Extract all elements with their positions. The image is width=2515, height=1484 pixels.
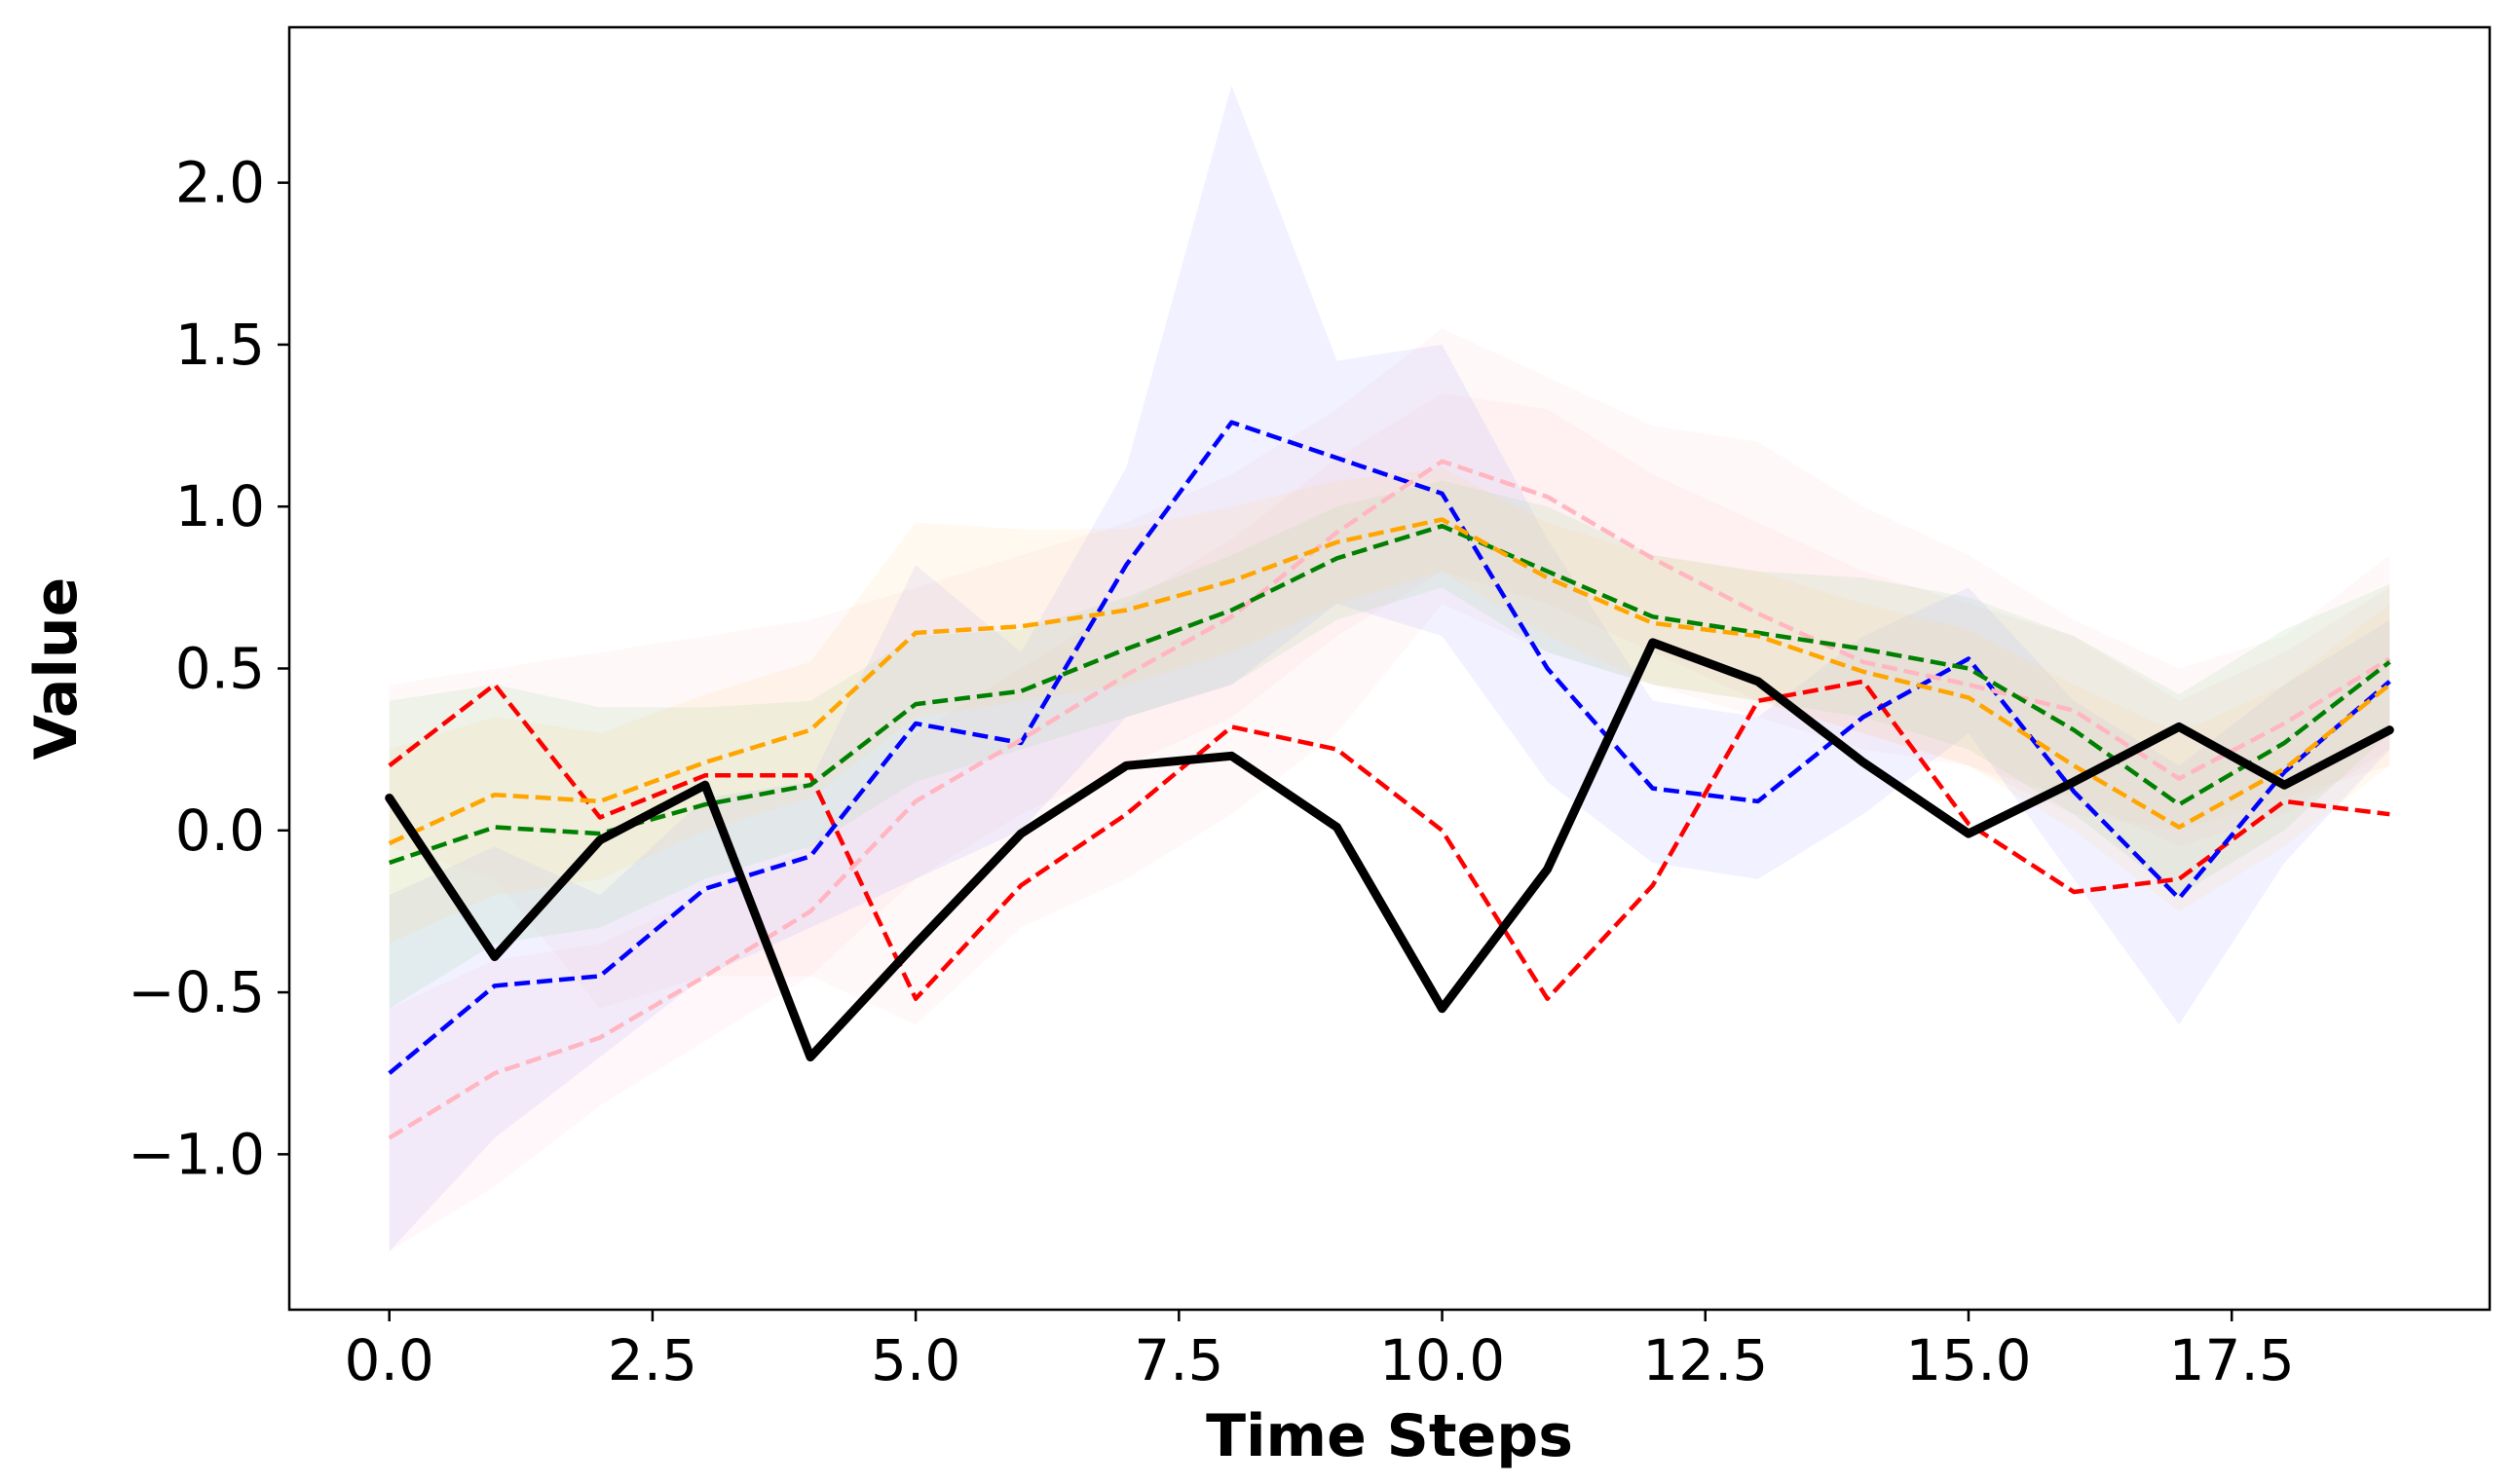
band-red bbox=[389, 328, 2390, 1025]
series-line-pink bbox=[388, 459, 2391, 1140]
x-tick-label: 0.0 bbox=[345, 1327, 434, 1393]
x-axis-label: Time Steps bbox=[1206, 1402, 1573, 1470]
x-tick-label: 10.0 bbox=[1379, 1327, 1505, 1393]
y-tick-label: 1.0 bbox=[175, 473, 265, 539]
band-green bbox=[389, 480, 2390, 1009]
series-line-orange bbox=[388, 517, 2391, 846]
band-pink bbox=[389, 392, 2390, 1252]
y-tick-label: −0.5 bbox=[128, 959, 265, 1025]
x-tick-label: 15.0 bbox=[1905, 1327, 2031, 1393]
x-tick-label: 17.5 bbox=[2169, 1327, 2295, 1393]
x-tick-label: 7.5 bbox=[1134, 1327, 1223, 1393]
x-tick-label: 12.5 bbox=[1642, 1327, 1768, 1393]
series-line-black bbox=[385, 638, 2394, 1062]
y-tick-label: 0.0 bbox=[175, 798, 265, 864]
series-lines bbox=[385, 420, 2394, 1140]
y-axis-ticks: −1.0 −0.5 0.0 0.5 1.0 1.5 2.0 bbox=[128, 150, 289, 1187]
x-tick-label: 2.5 bbox=[608, 1327, 697, 1393]
x-axis-ticks: 0.0 2.5 5.0 7.5 10.0 12.5 15.0 17.5 bbox=[345, 1310, 2295, 1393]
x-tick-label: 5.0 bbox=[871, 1327, 960, 1393]
y-tick-label: 2.0 bbox=[175, 150, 265, 216]
confidence-bands bbox=[389, 85, 2390, 1252]
y-tick-label: 1.5 bbox=[175, 312, 265, 378]
band-blue bbox=[389, 85, 2390, 1252]
series-line-red bbox=[388, 679, 2390, 1001]
y-axis-label: Value bbox=[22, 577, 91, 761]
y-tick-label: −1.0 bbox=[128, 1121, 265, 1187]
y-tick-label: 0.5 bbox=[175, 636, 265, 702]
series-line-green bbox=[388, 523, 2391, 866]
band-orange bbox=[389, 467, 2390, 945]
